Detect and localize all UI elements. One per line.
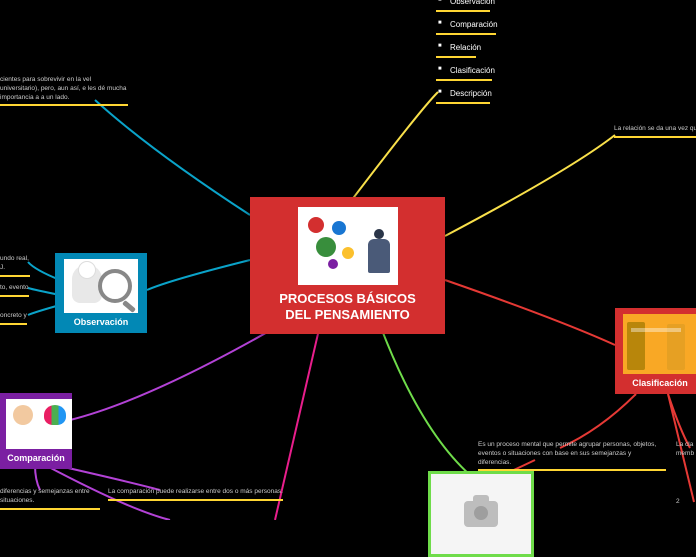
text-relacion-right: La relación se da una vez qu (614, 125, 696, 138)
text-clas-right-1: La cla memb (676, 441, 696, 459)
text-clas-right-2: 2 (676, 498, 696, 507)
comparacion-node[interactable]: Comparación (0, 393, 72, 469)
category-item[interactable]: Relación (436, 40, 498, 55)
text-left-top: cientes para sobrevivir en la vel univer… (0, 76, 128, 106)
text-left-mid-3: oncreto y (0, 312, 30, 325)
central-title-line1: PROCESOS BÁSICOS (279, 291, 416, 306)
top-category-list: Observación Comparación Relación Clasificac… (436, 0, 498, 109)
category-item[interactable]: Comparación (436, 17, 498, 32)
text-left-top-content: cientes para sobrevivir en la vel univer… (0, 76, 128, 106)
category-item[interactable]: Observación (436, 0, 498, 9)
text-left-mid-1: undo real, J. (0, 255, 30, 277)
text-comp-bottom-2: La comparación puede realizarse entre do… (108, 488, 288, 501)
clasificacion-node[interactable]: Clasificación (615, 308, 696, 394)
central-image (298, 207, 398, 285)
image-placeholder[interactable] (428, 471, 534, 557)
text-comp-bottom-1: diferencias y semejanzas entre situacion… (0, 488, 100, 510)
category-item[interactable]: Clasificación (436, 63, 498, 78)
central-node[interactable]: PROCESOS BÁSICOS DEL PENSAMIENTO (250, 197, 445, 334)
text-proceso-mental: Es un proceso mental que permite agrupar… (478, 441, 666, 471)
observacion-node[interactable]: Observación (55, 253, 147, 333)
observacion-title: Observación (61, 317, 141, 327)
category-item[interactable]: Descripción (436, 86, 498, 101)
central-title: PROCESOS BÁSICOS DEL PENSAMIENTO (260, 291, 435, 324)
clasificacion-title: Clasificación (621, 378, 696, 388)
central-title-line2: DEL PENSAMIENTO (285, 307, 409, 322)
comparacion-title: Comparación (6, 453, 66, 463)
category-ul: Observación Comparación Relación Clasificac… (436, 0, 498, 101)
clasificacion-image (623, 314, 696, 374)
mindmap-canvas: Observación Comparación Relación Clasificac… (0, 0, 696, 520)
observacion-image (64, 259, 138, 313)
camera-icon (464, 501, 498, 527)
text-left-mid-2: to, evento (0, 284, 30, 297)
comparacion-image (6, 399, 72, 449)
